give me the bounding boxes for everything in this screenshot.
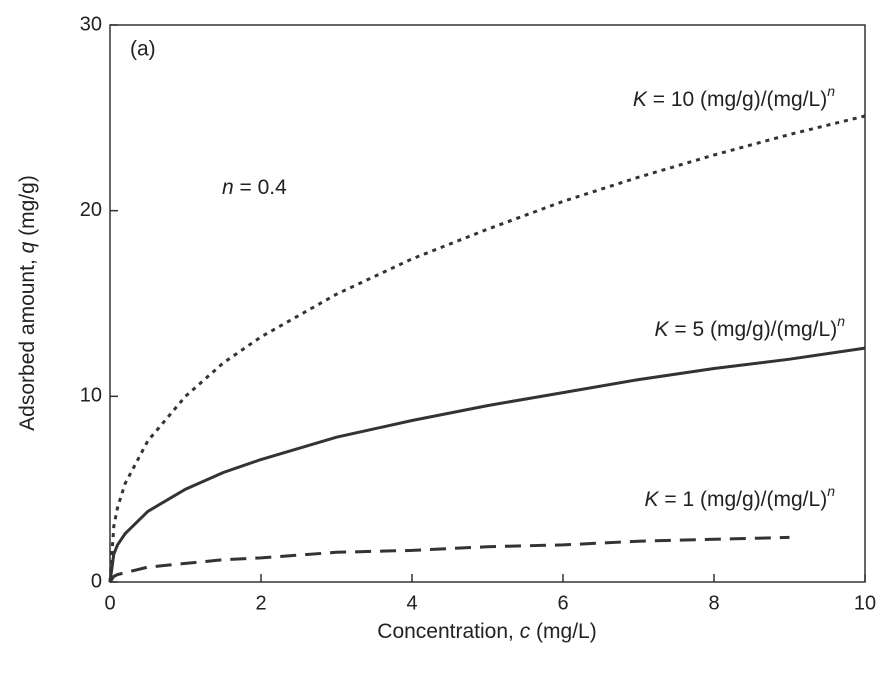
plot-frame [109, 24, 866, 583]
x-tick-label: 6 [557, 592, 568, 614]
x-axis-title: Concentration, c (mg/L) [377, 620, 596, 643]
x-tick-label: 0 [104, 592, 115, 614]
x-tick-label: 4 [406, 592, 417, 614]
x-tick-label: 10 [854, 592, 876, 614]
y-tick-label: 20 [80, 199, 102, 221]
series-label: K = 1 (mg/g)/(mg/L)n [645, 483, 836, 511]
y-tick-label: 30 [80, 13, 102, 35]
y-tick-label: 0 [91, 570, 102, 592]
series-label: K = 10 (mg/g)/(mg/L)n [633, 83, 835, 111]
data-line [108, 346, 866, 583]
annotation: n = 0.4 [222, 176, 287, 199]
panel-label: (a) [130, 38, 156, 61]
data-line [108, 535, 790, 583]
x-tick-label: 8 [708, 592, 719, 614]
series-label: K = 5 (mg/g)/(mg/L)n [655, 313, 846, 341]
y-axis-title: Adsorbed amount, q (mg/g) [16, 175, 39, 431]
y-tick-label: 10 [80, 385, 102, 407]
x-tick-label: 2 [255, 592, 266, 614]
